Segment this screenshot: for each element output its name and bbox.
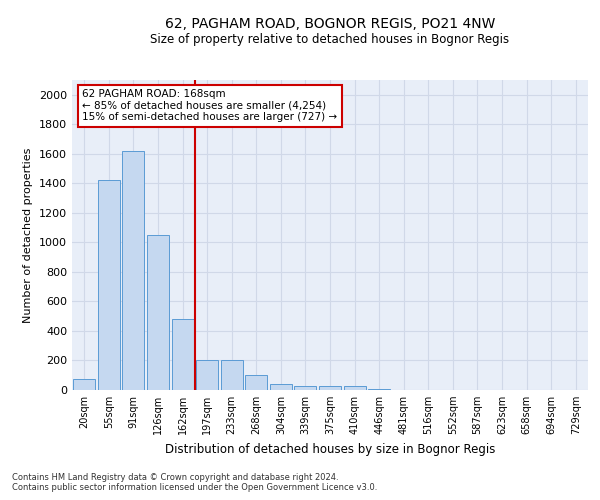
Bar	[221, 360, 243, 390]
Text: Contains public sector information licensed under the Open Government Licence v3: Contains public sector information licen…	[12, 482, 377, 492]
Bar	[270, 384, 292, 390]
X-axis label: Distribution of detached houses by size in Bognor Regis: Distribution of detached houses by size …	[165, 442, 495, 456]
Text: Size of property relative to detached houses in Bognor Regis: Size of property relative to detached ho…	[151, 32, 509, 46]
Bar	[319, 386, 341, 390]
Bar	[245, 375, 268, 390]
Text: Contains HM Land Registry data © Crown copyright and database right 2024.: Contains HM Land Registry data © Crown c…	[12, 472, 338, 482]
Bar	[98, 180, 120, 390]
Bar	[73, 379, 95, 390]
Text: 62 PAGHAM ROAD: 168sqm
← 85% of detached houses are smaller (4,254)
15% of semi-: 62 PAGHAM ROAD: 168sqm ← 85% of detached…	[82, 90, 337, 122]
Bar	[196, 360, 218, 390]
Text: 62, PAGHAM ROAD, BOGNOR REGIS, PO21 4NW: 62, PAGHAM ROAD, BOGNOR REGIS, PO21 4NW	[165, 18, 495, 32]
Bar	[368, 388, 390, 390]
Bar	[147, 235, 169, 390]
Y-axis label: Number of detached properties: Number of detached properties	[23, 148, 34, 322]
Bar	[344, 386, 365, 390]
Bar	[122, 151, 145, 390]
Bar	[172, 319, 194, 390]
Bar	[295, 386, 316, 390]
